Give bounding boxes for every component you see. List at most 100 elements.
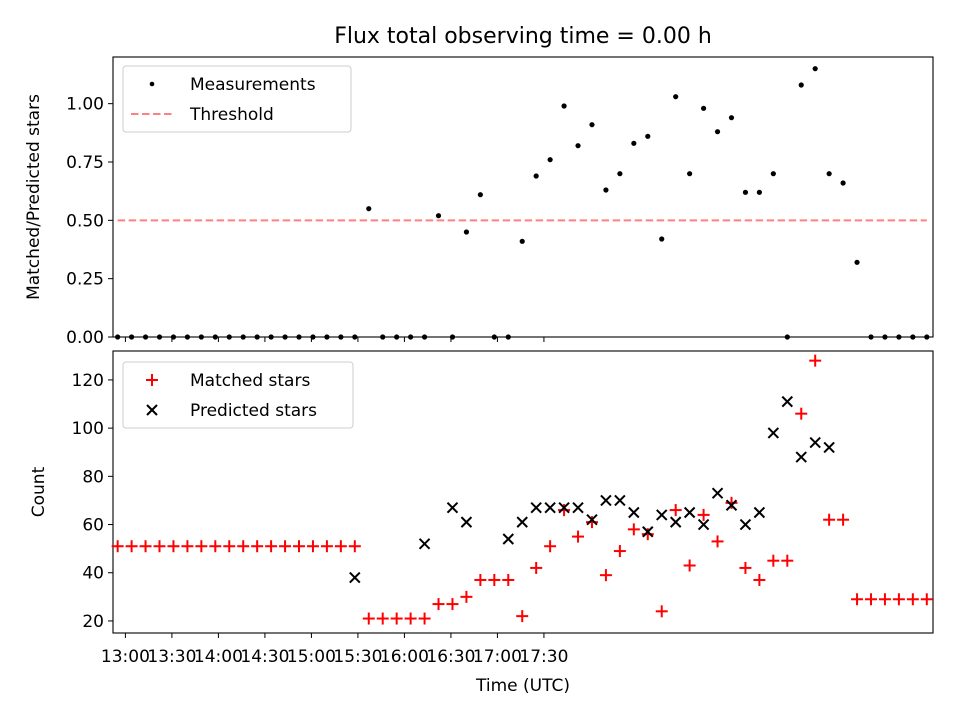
measurement-point (854, 259, 860, 265)
matched-star-point (139, 540, 152, 553)
matched-star-point (753, 573, 766, 586)
measurement-point (826, 171, 832, 177)
x-tick-label: 15:30 (333, 647, 382, 667)
measurement-point (115, 334, 121, 340)
predicted-star-point (795, 451, 807, 463)
predicted-star-point (446, 501, 459, 514)
measurement-point (212, 334, 218, 340)
predicted-star-point (349, 571, 361, 584)
matched-star-point (320, 540, 333, 553)
predicted-star-point (558, 501, 570, 514)
bottom-y-tick-label: 60 (82, 516, 104, 536)
measurement-point (310, 334, 316, 340)
matched-star-point (153, 540, 166, 553)
measurement-point (700, 105, 707, 111)
top-y-tick-label: 0.00 (66, 328, 104, 348)
legend-predicted-label: Predicted stars (190, 401, 317, 421)
top-plot-marks (115, 66, 930, 340)
measurement-point (603, 187, 609, 193)
matched-star-point (432, 598, 445, 611)
measurement-point (268, 334, 274, 340)
measurement-point (296, 334, 302, 340)
predicted-star-point (600, 494, 612, 507)
matched-star-point (125, 540, 138, 553)
matched-star-point (585, 516, 598, 529)
matched-star-point (906, 593, 919, 606)
matched-star-point (293, 540, 306, 553)
measurement-point (924, 334, 930, 340)
predicted-star-point (502, 533, 514, 545)
predicted-star-point (809, 436, 821, 449)
matched-star-point (613, 545, 626, 558)
measurement-point (394, 334, 400, 340)
matched-star-point (195, 540, 208, 553)
x-tick-label: 17:30 (519, 647, 568, 667)
measurement-point (226, 334, 232, 340)
predicted-star-point (418, 538, 431, 550)
measurement-point (198, 334, 204, 340)
bottom-axes-frame (112, 350, 934, 634)
matched-star-point (892, 593, 905, 606)
measurement-point (575, 143, 581, 149)
measurement-point (519, 238, 525, 244)
measurement-point (561, 103, 567, 109)
measurement-point (366, 206, 372, 212)
measurement-point (812, 66, 818, 72)
measurement-point (505, 334, 511, 340)
matched-star-point (167, 540, 180, 553)
matched-star-point (404, 612, 417, 625)
matched-star-point (209, 540, 222, 553)
measurement-point (449, 334, 456, 340)
matched-star-point (502, 573, 515, 586)
bottom-legend-box (122, 361, 354, 429)
bottom-legend: Matched stars Predicted stars (122, 361, 354, 429)
top-axis-ticks: 0.00 0.25 0.50 0.75 1.00 (66, 95, 545, 348)
x-tick-label: 15:00 (287, 647, 336, 667)
bottom-y-axis-label: Count (29, 466, 49, 517)
measurement-point (882, 334, 888, 340)
predicted-star-point (614, 494, 626, 507)
matched-star-point (516, 610, 529, 623)
predicted-star-point (642, 526, 654, 538)
measurement-point (184, 334, 191, 340)
matched-star-point (279, 540, 292, 553)
matched-star-point (711, 535, 724, 548)
bottom-y-tick-label: 120 (72, 371, 104, 391)
matched-star-point (181, 540, 194, 553)
measurement-point (840, 180, 846, 186)
x-tick-label: 14:00 (194, 647, 243, 667)
predicted-star-point (823, 441, 835, 454)
matched-star-point (544, 540, 557, 553)
x-axis-label: Time (UTC) (475, 676, 570, 696)
matched-star-point (223, 540, 236, 553)
legend-measurements-label: Measurements (190, 75, 316, 95)
top-y-tick-label: 1.00 (66, 95, 104, 115)
measurement-point (435, 213, 442, 219)
predicted-star-point (669, 516, 682, 528)
measurement-point (240, 334, 246, 340)
matched-star-point (837, 513, 850, 526)
matched-star-point (809, 354, 822, 367)
measurement-point (728, 115, 735, 121)
matched-star-point (641, 528, 654, 541)
measurement-point (156, 334, 163, 340)
measurement-point (631, 140, 637, 146)
matched-star-point (488, 573, 501, 586)
measurement-point (756, 189, 762, 195)
top-axes-frame (112, 56, 934, 338)
legend-matched-label: Matched stars (190, 371, 310, 391)
measurement-point (798, 82, 804, 88)
x-tick-label: 16:00 (380, 647, 429, 667)
matched-star-point (237, 540, 250, 553)
matched-star-point (627, 523, 640, 536)
matched-star-point (111, 540, 124, 553)
matched-star-point (530, 561, 543, 574)
bottom-axis-ticks: 2040608010012013:0013:3014:0014:3015:001… (72, 371, 569, 667)
predicted-star-point (781, 395, 793, 408)
matched-star-point (920, 593, 933, 606)
bottom-y-tick-label: 100 (72, 419, 104, 439)
measurement-point (463, 229, 470, 235)
measurement-point (408, 334, 414, 340)
matched-star-point (725, 496, 738, 509)
measurement-point (170, 334, 177, 340)
